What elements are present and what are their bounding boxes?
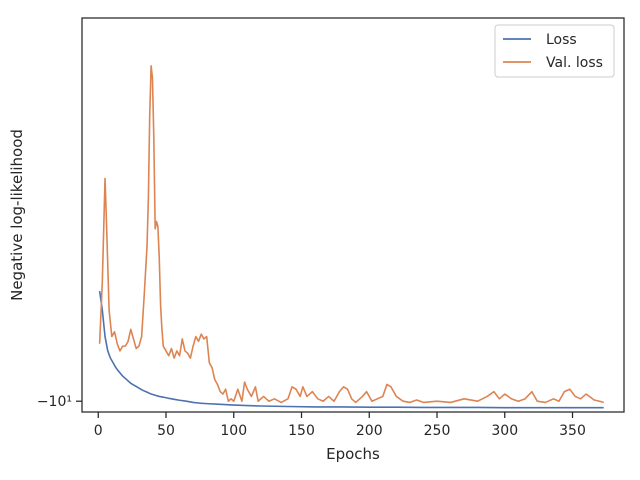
x-tick-label-0: 0 [94, 423, 103, 439]
x-tick-label-150: 150 [288, 423, 315, 439]
x-tick-label-250: 250 [424, 423, 451, 439]
legend: Loss Val. loss [494, 24, 615, 78]
plot-area-frame [81, 17, 625, 413]
x-tick-label-200: 200 [356, 423, 383, 439]
legend-label-val-loss: Val. loss [546, 55, 603, 71]
series-lines [98, 65, 604, 409]
legend-label-loss: Loss [546, 32, 577, 48]
x-tick-label-300: 300 [491, 423, 518, 439]
series-line-val-loss [98, 65, 604, 404]
series-line-loss [98, 290, 604, 409]
legend-box [494, 24, 615, 78]
x-axis-label: Epochs [326, 445, 380, 463]
x-axis-ticks: 0 50 100 150 200 250 300 350 [94, 412, 586, 439]
y-axis-label: Negative log-likelihood [8, 129, 26, 301]
x-tick-label-100: 100 [220, 423, 247, 439]
y-axis-ticks: −10¹ [37, 394, 82, 410]
y-tick-label-0: −10¹ [37, 394, 72, 410]
x-tick-label-350: 350 [559, 423, 586, 439]
x-tick-label-50: 50 [157, 423, 175, 439]
